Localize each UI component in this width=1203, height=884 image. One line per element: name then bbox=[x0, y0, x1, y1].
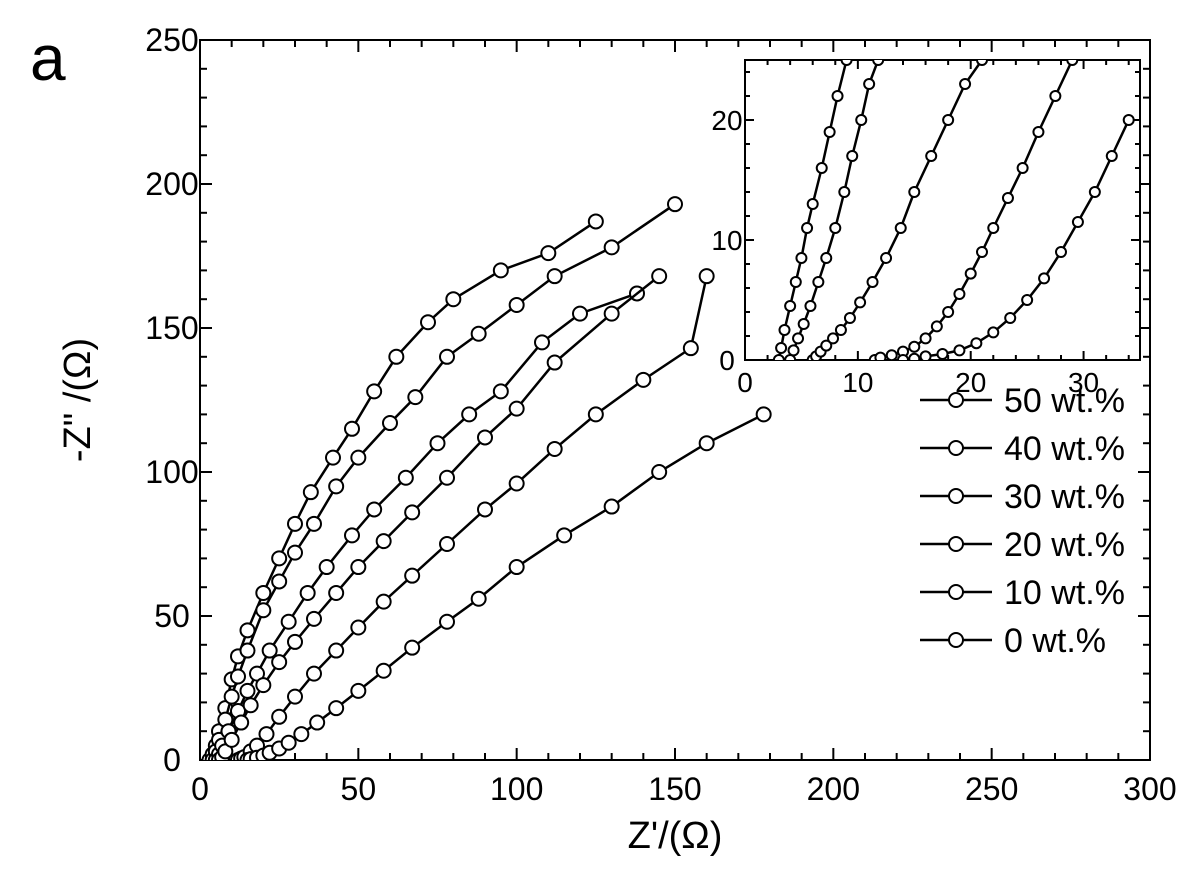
svg-text:250: 250 bbox=[145, 22, 198, 58]
svg-text:100: 100 bbox=[145, 454, 198, 490]
svg-text:-Z" /(Ω): -Z" /(Ω) bbox=[57, 338, 99, 462]
svg-text:20: 20 bbox=[711, 105, 742, 136]
svg-text:20 wt.%: 20 wt.% bbox=[1004, 526, 1125, 564]
svg-text:200: 200 bbox=[145, 166, 198, 202]
svg-text:50: 50 bbox=[341, 771, 377, 807]
svg-text:0: 0 bbox=[163, 742, 181, 778]
svg-text:150: 150 bbox=[145, 310, 198, 346]
nyquist-chart: 050100150200250300050100150200250Z'/(Ω)-… bbox=[0, 0, 1203, 884]
svg-text:150: 150 bbox=[648, 771, 701, 807]
svg-text:0 wt.%: 0 wt.% bbox=[1004, 622, 1106, 660]
svg-text:0: 0 bbox=[737, 367, 753, 398]
svg-text:50 wt.%: 50 wt.% bbox=[1004, 382, 1125, 420]
svg-text:40 wt.%: 40 wt.% bbox=[1004, 430, 1125, 468]
svg-text:0: 0 bbox=[719, 345, 735, 376]
svg-text:10: 10 bbox=[711, 225, 742, 256]
svg-text:300: 300 bbox=[1123, 771, 1176, 807]
svg-text:200: 200 bbox=[807, 771, 860, 807]
svg-text:10 wt.%: 10 wt.% bbox=[1004, 574, 1125, 612]
svg-text:250: 250 bbox=[965, 771, 1018, 807]
svg-text:10: 10 bbox=[842, 367, 873, 398]
svg-text:a: a bbox=[30, 22, 66, 94]
svg-text:50: 50 bbox=[154, 598, 190, 634]
svg-text:Z'/(Ω): Z'/(Ω) bbox=[628, 815, 723, 857]
svg-text:100: 100 bbox=[490, 771, 543, 807]
chart-svg: 050100150200250300050100150200250Z'/(Ω)-… bbox=[0, 0, 1203, 884]
svg-text:0: 0 bbox=[191, 771, 209, 807]
svg-text:30 wt.%: 30 wt.% bbox=[1004, 478, 1125, 516]
